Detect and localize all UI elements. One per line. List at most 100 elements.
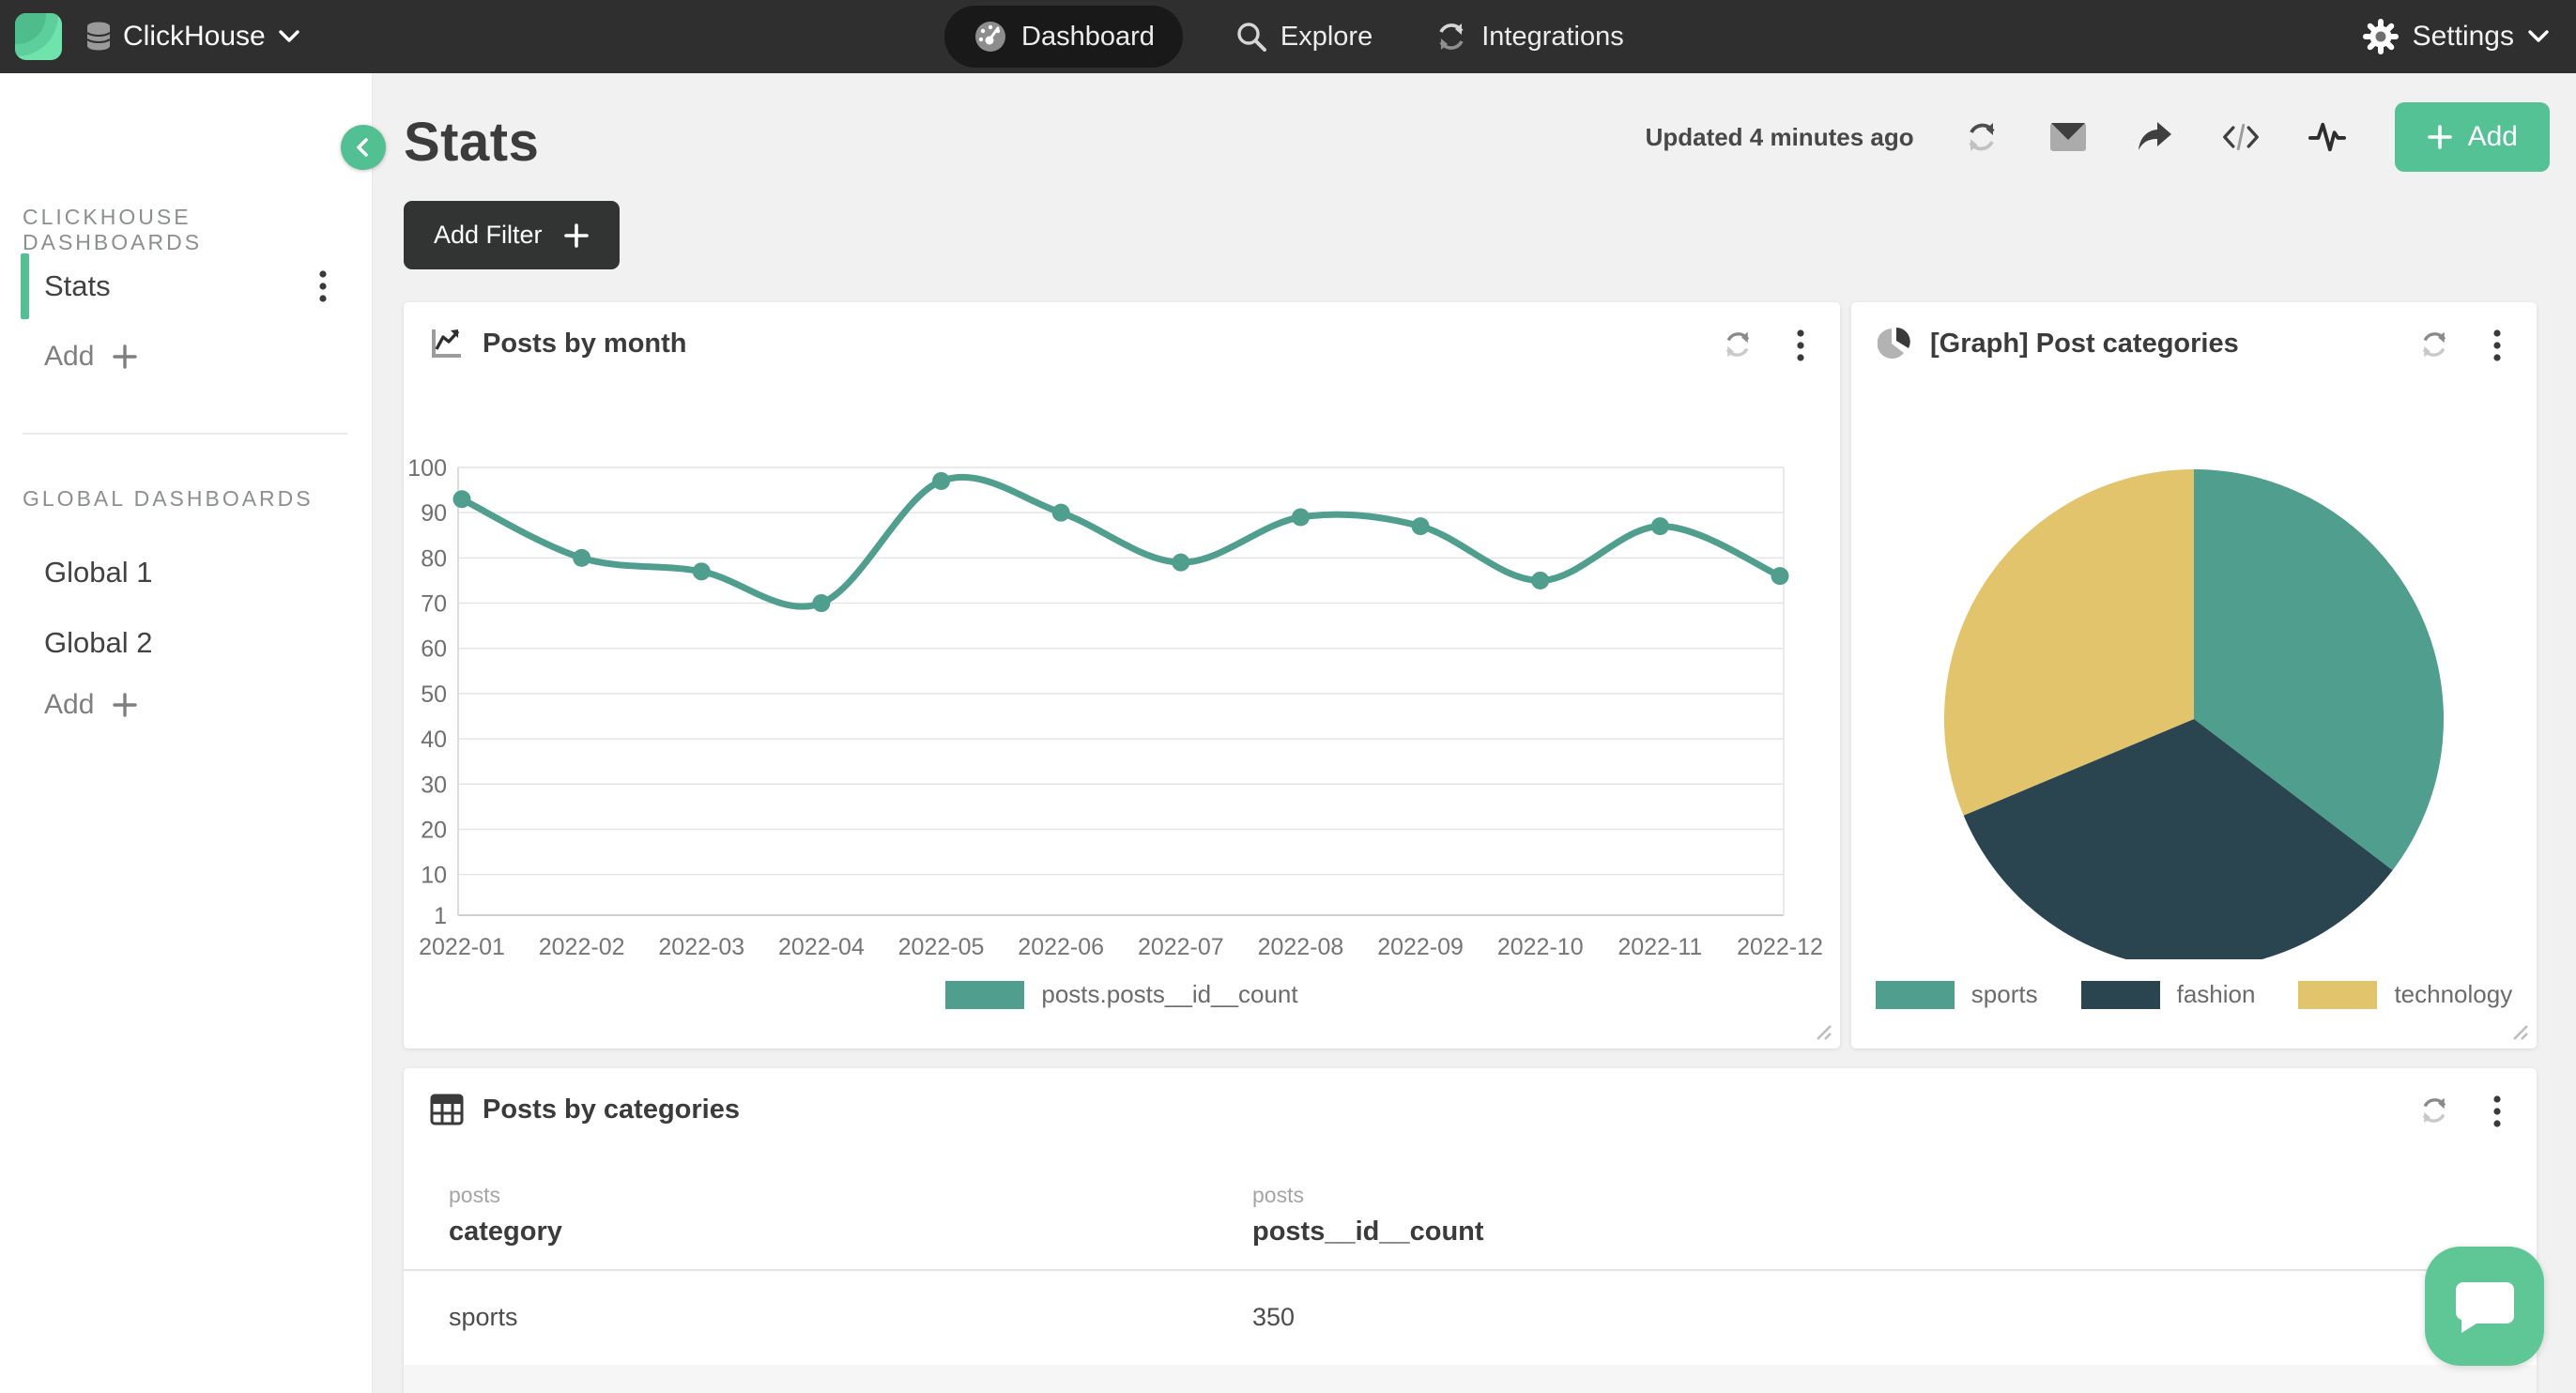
card-header: Posts by month [404,302,1840,377]
svg-text:2022-03: 2022-03 [658,934,744,960]
column-header[interactable]: category [449,1217,562,1247]
tab-explore[interactable]: Explore [1226,6,1382,68]
activity-button[interactable] [2308,118,2346,156]
kebab-icon[interactable] [2492,1093,2503,1130]
add-filter-button[interactable]: Add Filter [404,201,620,269]
add-tile-button[interactable]: Add [2394,102,2550,172]
chevron-down-icon [279,30,299,42]
svg-text:1: 1 [434,903,447,929]
sidebar-section-title: GLOBAL DASHBOARDS [23,486,314,511]
sidebar-item-stats[interactable]: Stats [0,253,372,319]
cell-count: 350 [1252,1303,1296,1331]
refresh-icon[interactable] [2418,1094,2450,1126]
code-icon [2222,123,2259,151]
kebab-icon[interactable] [2492,327,2503,364]
legend-entry: sports [1875,980,2038,1009]
tab-label: Explore [1280,21,1373,52]
line-chart-legend: posts.posts__id__count [404,980,1840,1009]
legend-label: sports [1970,980,2038,1008]
brand-area: ClickHouse [15,0,300,73]
embed-code-button[interactable] [2222,118,2260,156]
svg-text:2022-01: 2022-01 [419,934,505,960]
nav-tabs: Dashboard Explore Integrations [944,0,1633,73]
chat-widget-button[interactable] [2425,1247,2544,1366]
cell-category: sports [449,1303,518,1331]
chevron-down-icon [2528,30,2549,42]
pie-chart-card: [Graph] Post categories sports fashion [1851,302,2537,1049]
sidebar-item-global-2[interactable]: Global 2 [0,610,372,676]
pie-chart-plot [1944,469,2444,959]
column-header[interactable]: posts__id__count [1252,1217,1484,1247]
line-chart-card: Posts by month 1 10 20 30 40 50 60 70 80 90 100 202… [404,302,1840,1049]
add-label: Add [44,689,95,720]
sidebar-item-global-1[interactable]: Global 1 [0,540,372,605]
table-row[interactable]: fashion 330 [404,1365,2537,1393]
svg-text:10: 10 [421,863,447,889]
column-group: posts [449,1183,500,1207]
email-button[interactable] [2049,118,2087,156]
legend-entry: fashion [2080,980,2256,1009]
svg-text:40: 40 [421,727,447,753]
sidebar-collapse-button[interactable] [341,125,386,170]
refresh-icon[interactable] [1722,329,1754,360]
plus-icon [563,222,589,248]
card-header: Posts by categories [404,1068,2537,1143]
table-header-row: posts category posts posts__id__count [404,1179,2537,1271]
legend-swatch [1875,980,1955,1009]
sidebar-add-global-dashboard[interactable]: Add [44,689,138,721]
kebab-icon[interactable] [317,268,329,305]
svg-text:2022-08: 2022-08 [1258,934,1344,960]
column-group: posts [1252,1183,1304,1207]
sidebar: CLICKHOUSE DASHBOARDS Stats Add GLOBAL D… [0,73,373,1393]
mail-icon [2049,123,2086,151]
tab-integrations[interactable]: Integrations [1425,6,1633,68]
svg-text:2022-11: 2022-11 [1618,934,1702,960]
card-header: [Graph] Post categories [1851,302,2537,377]
svg-text:2022-12: 2022-12 [1737,934,1823,960]
database-icon [86,22,111,51]
plus-icon [113,693,138,717]
card-title: [Graph] Post categories [1930,329,2239,359]
legend-label: posts.posts__id__count [1041,980,1298,1008]
card-title: Posts by month [483,329,687,359]
search-icon [1237,23,1266,52]
card-title: Posts by categories [483,1094,740,1125]
svg-text:80: 80 [421,545,447,572]
legend-entry: technology [2298,980,2512,1009]
svg-text:30: 30 [421,772,447,798]
pulse-icon [2308,122,2346,152]
plus-icon [113,344,138,369]
legend-label: technology [2394,980,2513,1008]
share-button[interactable] [2136,118,2173,156]
resize-handle-icon[interactable] [1812,1020,1832,1041]
table-row[interactable]: sports 350 [404,1271,2537,1365]
tab-label: Integrations [1481,21,1624,52]
refresh-button[interactable] [1963,118,2001,156]
add-label: Add [44,341,95,372]
svg-text:2022-10: 2022-10 [1497,934,1584,960]
last-updated-text: Updated 4 minutes ago [1645,122,1914,151]
svg-text:20: 20 [421,817,447,843]
tab-dashboard[interactable]: Dashboard [944,6,1183,68]
sidebar-add-dashboard[interactable]: Add [44,341,138,373]
workspace-selector[interactable]: ClickHouse [86,21,300,53]
svg-text:2022-05: 2022-05 [898,934,985,960]
page-title: Stats [404,112,540,173]
settings-menu[interactable]: Settings [2362,0,2550,73]
sidebar-section-title: CLICKHOUSE DASHBOARDS [23,205,203,254]
plus-icon [2427,125,2452,149]
add-filter-label: Add Filter [434,221,543,249]
kebab-icon[interactable] [1795,327,1806,364]
share-icon [2138,122,2171,150]
refresh-icon[interactable] [2418,329,2450,360]
pie-chart-icon [1878,328,1910,359]
legend-label: fashion [2176,980,2256,1008]
chevron-left-icon [357,138,368,157]
svg-text:100: 100 [407,455,447,482]
resize-handle-icon[interactable] [2508,1020,2529,1041]
sync-icon [1439,23,1464,50]
header-toolbar: Updated 4 minutes ago [1646,101,2550,173]
sidebar-item-label: Global 1 [44,556,153,589]
gauge-icon [975,22,1005,52]
pie-chart-legend: sports fashion technology [1851,980,2537,1009]
